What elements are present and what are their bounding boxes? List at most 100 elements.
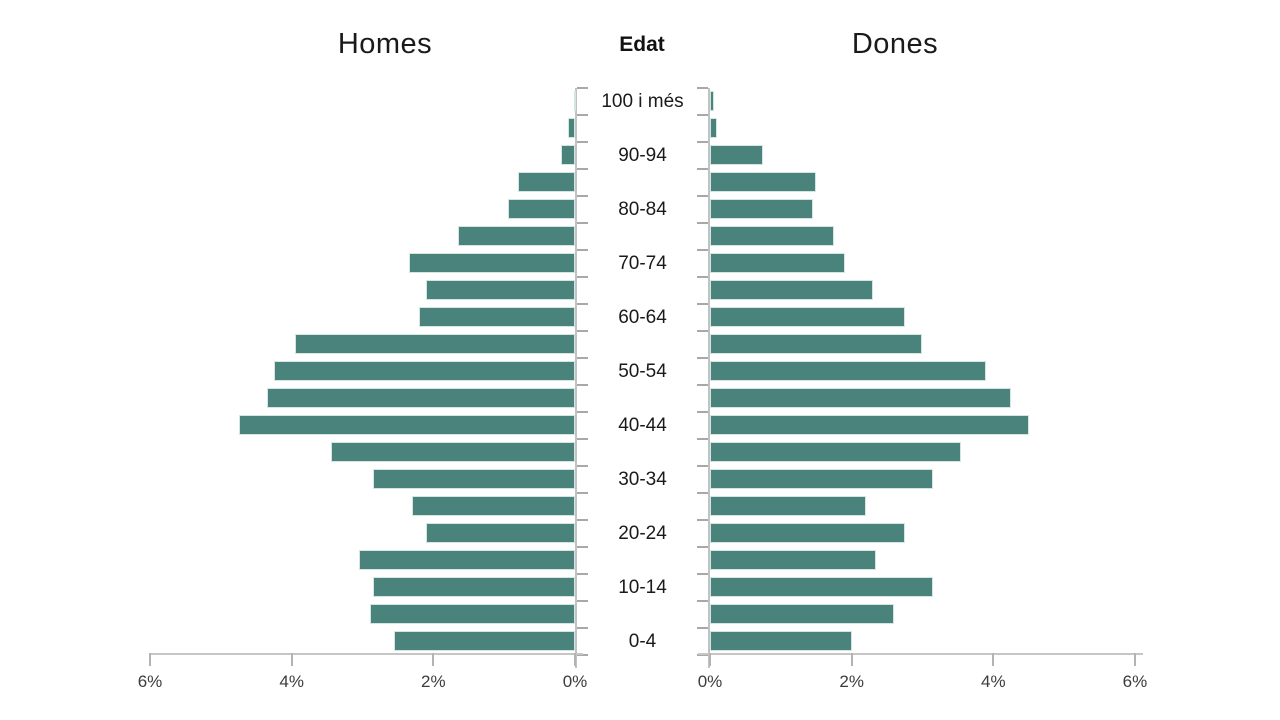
row-tick — [697, 600, 708, 602]
row-tick — [697, 519, 708, 521]
row-tick — [697, 438, 708, 440]
bar-dones-65-69 — [710, 280, 873, 300]
x-tick-label: 2% — [839, 672, 864, 691]
bar-homes-25-29 — [412, 496, 575, 516]
bar-homes-45-49 — [266, 388, 575, 408]
row-tick — [577, 168, 588, 170]
bar-dones-40-44 — [710, 415, 1029, 435]
row-tick — [697, 114, 708, 116]
bar-homes-75-79 — [458, 226, 575, 246]
row-tick — [697, 330, 708, 332]
bar-dones-100-i-mes — [710, 91, 714, 111]
homes-title: Homes — [337, 28, 433, 60]
bar-homes-20-24 — [426, 523, 575, 543]
bar-dones-85-89 — [710, 172, 817, 192]
row-tick — [577, 627, 588, 629]
bar-dones-20-24 — [710, 523, 905, 543]
bar-dones-80-84 — [710, 199, 813, 219]
row-tick — [697, 411, 708, 413]
x-tick — [709, 653, 711, 666]
row-tick — [697, 492, 708, 494]
x-tick-label: 4% — [981, 672, 1006, 691]
row-tick — [577, 546, 588, 548]
x-tick — [850, 653, 853, 666]
row-tick — [697, 249, 708, 251]
row-tick — [577, 195, 588, 197]
row-tick — [697, 141, 708, 143]
row-tick — [697, 222, 708, 224]
row-tick — [577, 411, 588, 413]
row-tick — [577, 141, 588, 143]
age-label-20-24: 20-24 — [618, 523, 667, 544]
row-tick — [577, 357, 588, 359]
row-tick — [697, 276, 708, 278]
center-axis-right — [708, 88, 710, 668]
bar-dones-30-34 — [710, 469, 934, 489]
x-tick-label: 6% — [1122, 672, 1148, 691]
bar-homes-5-9 — [369, 604, 575, 624]
row-tick — [577, 114, 588, 116]
age-label-0-4: 0-4 — [628, 631, 657, 652]
x-tick-label: 6% — [137, 672, 163, 691]
bar-homes-35-39 — [330, 442, 575, 462]
bar-dones-50-54 — [710, 361, 987, 381]
age-label-80-84: 80-84 — [618, 199, 667, 220]
bar-homes-0-4 — [394, 631, 575, 651]
x-tick — [432, 653, 435, 666]
x-tick — [149, 653, 152, 666]
bar-homes-85-89 — [518, 172, 575, 192]
x-tick-label: 0% — [562, 672, 588, 691]
bar-homes-90-94 — [560, 145, 575, 165]
bar-dones-95-99 — [710, 118, 718, 138]
row-tick — [577, 384, 588, 386]
row-tick — [577, 492, 588, 494]
row-tick — [577, 330, 588, 332]
row-tick — [697, 357, 708, 359]
x-tick-label: 2% — [421, 672, 446, 691]
row-tick — [577, 573, 588, 575]
row-tick — [697, 303, 708, 305]
row-tick — [697, 87, 708, 89]
bar-dones-45-49 — [710, 388, 1012, 408]
age-label-10-14: 10-14 — [618, 577, 667, 598]
bar-dones-35-39 — [710, 442, 962, 462]
center-axis-left — [575, 88, 577, 668]
row-tick — [697, 654, 708, 656]
bar-dones-10-14 — [710, 577, 934, 597]
bar-dones-90-94 — [710, 145, 764, 165]
x-tick — [574, 653, 576, 666]
age-label-30-34: 30-34 — [618, 469, 667, 490]
bar-dones-60-64 — [710, 307, 905, 327]
row-tick — [577, 249, 588, 251]
age-label-90-94: 90-94 — [618, 145, 667, 166]
bar-homes-10-14 — [373, 577, 575, 597]
row-tick — [577, 276, 588, 278]
bar-dones-0-4 — [710, 631, 852, 651]
bar-homes-80-84 — [507, 199, 575, 219]
row-tick — [697, 627, 708, 629]
row-tick — [577, 654, 588, 656]
right-x-axis — [698, 653, 1143, 655]
x-tick — [992, 653, 995, 666]
bar-homes-15-19 — [358, 550, 575, 570]
row-tick — [577, 303, 588, 305]
bar-dones-75-79 — [710, 226, 834, 246]
bar-dones-15-19 — [710, 550, 877, 570]
x-tick — [290, 653, 293, 666]
row-tick — [577, 222, 588, 224]
bar-homes-70-74 — [408, 253, 575, 273]
row-tick — [577, 465, 588, 467]
bar-homes-95-99 — [567, 118, 575, 138]
bar-dones-55-59 — [710, 334, 923, 354]
bar-dones-5-9 — [710, 604, 895, 624]
row-tick — [577, 519, 588, 521]
age-label-50-54: 50-54 — [618, 361, 667, 382]
row-tick — [697, 384, 708, 386]
row-tick — [697, 546, 708, 548]
bar-dones-25-29 — [710, 496, 866, 516]
dones-title: Dones — [851, 28, 939, 60]
x-tick-label: 0% — [697, 672, 723, 691]
bar-homes-50-54 — [273, 361, 575, 381]
row-tick — [697, 168, 708, 170]
x-tick-label: 4% — [279, 672, 304, 691]
